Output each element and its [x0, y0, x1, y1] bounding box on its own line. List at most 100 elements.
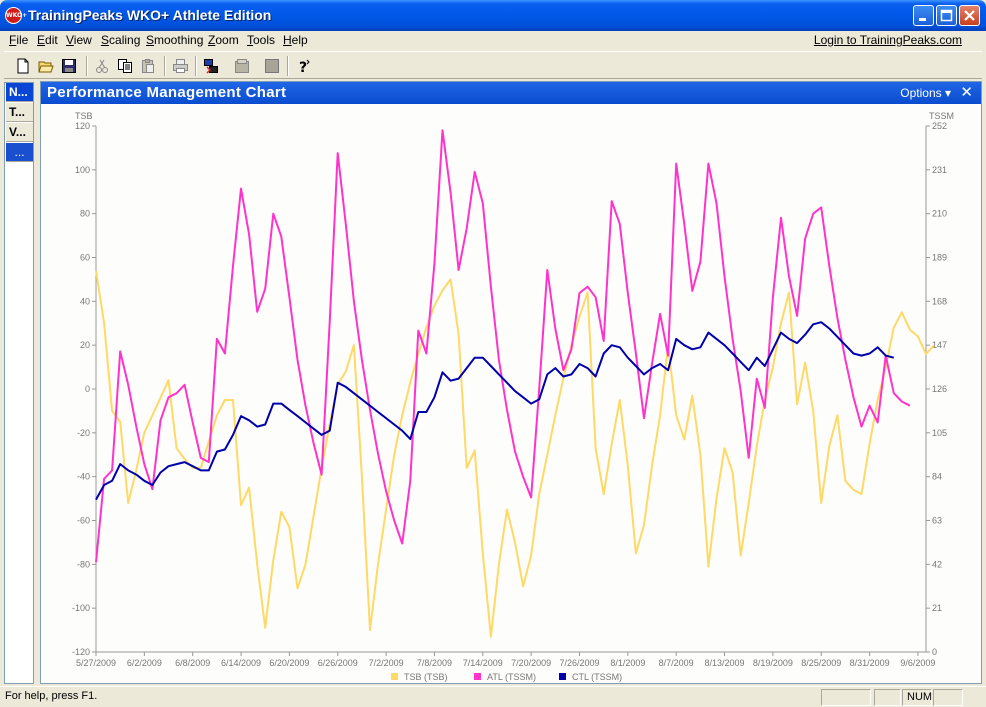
- help-button[interactable]: ?: [292, 55, 314, 77]
- toolbar-separator: [164, 56, 166, 76]
- menu-scaling[interactable]: Scaling: [101, 33, 141, 47]
- maximize-icon: [940, 9, 953, 22]
- save-icon: [62, 59, 76, 73]
- print-button[interactable]: [169, 55, 191, 77]
- status-bar: For help, press F1. NUM: [0, 686, 986, 707]
- x-tick-label: 9/6/2009: [900, 658, 935, 668]
- legend-label-ctl: CTL (TSSM): [572, 672, 622, 682]
- open-icon: [38, 61, 54, 73]
- nav-item[interactable]: V...: [6, 123, 33, 142]
- y-tick-label-left: 0: [85, 384, 90, 394]
- minimize-icon: [919, 18, 926, 21]
- status-pane: [821, 689, 871, 706]
- x-tick-label: 7/26/2009: [559, 658, 599, 668]
- x-tick-label: 7/14/2009: [463, 658, 503, 668]
- y-tick-label-left: -40: [77, 472, 90, 482]
- y-tick-label-right: 0: [932, 647, 937, 657]
- chart-header: Performance Management Chart Options ▾ ✕: [41, 82, 981, 104]
- save-button[interactable]: [58, 55, 80, 77]
- legend-swatch-tsb: [391, 673, 398, 680]
- stop-button[interactable]: [261, 55, 283, 77]
- open-button[interactable]: [35, 55, 57, 77]
- maximize-button[interactable]: [936, 5, 957, 26]
- chart-button[interactable]: [231, 55, 253, 77]
- x-tick-label: 7/20/2009: [511, 658, 551, 668]
- help-icon: ?: [299, 59, 310, 74]
- paste-button[interactable]: [137, 55, 159, 77]
- cut-icon: [96, 59, 108, 73]
- login-link[interactable]: Login to TrainingPeaks.com: [813, 33, 962, 47]
- copy-icon: [118, 59, 132, 73]
- x-tick-label: 8/1/2009: [610, 658, 645, 668]
- y-tick-label-right: 231: [932, 165, 947, 175]
- series-line-tsb: [95, 270, 935, 638]
- y-tick-label-right: 210: [932, 209, 947, 219]
- toolbar: ?: [4, 51, 982, 79]
- num-lock-indicator: NUM: [902, 689, 932, 706]
- toolbar-separator: [86, 56, 88, 76]
- options-label: Options: [900, 86, 942, 100]
- nav-item[interactable]: T...: [6, 103, 33, 122]
- y-tick-label-left: -100: [72, 603, 90, 613]
- status-pane: [933, 689, 963, 706]
- print-icon: [173, 59, 188, 73]
- minimize-button[interactable]: [913, 5, 934, 26]
- y-tick-label-left: 120: [75, 121, 90, 131]
- download-icon: [204, 59, 218, 74]
- plot-area: [96, 126, 926, 652]
- nav-item[interactable]: ...: [6, 143, 33, 162]
- x-tick-label: 8/19/2009: [753, 658, 793, 668]
- left-navigation-pane: N... T... V... ...: [4, 82, 34, 684]
- legend-label-atl: ATL (TSSM): [487, 672, 536, 682]
- y-tick-label-left: -80: [77, 559, 90, 569]
- status-pane: [874, 689, 901, 706]
- x-tick-label: 6/14/2009: [221, 658, 261, 668]
- series-line-atl: [95, 129, 911, 563]
- x-tick-label: 7/2/2009: [369, 658, 404, 668]
- menu-view[interactable]: View: [66, 33, 92, 47]
- series-line-ctl: [95, 321, 895, 501]
- y-axis-label-right: TSSM: [929, 111, 954, 121]
- close-icon: [964, 10, 975, 21]
- performance-management-chart: TSB TSSM -120 -100 -80 -60 -40 -20 0 20 40 60 80 100 1…: [72, 111, 954, 682]
- y-tick-label-left: 20: [80, 340, 90, 350]
- chevron-down-icon: ▾: [944, 86, 951, 100]
- y-tick-label-right: 84: [932, 472, 942, 482]
- y-tick-label-right: 147: [932, 340, 947, 350]
- x-tick-label: 5/27/2009: [76, 658, 116, 668]
- stop-icon: [265, 59, 279, 73]
- download-button[interactable]: [200, 55, 222, 77]
- menu-tools[interactable]: Tools: [247, 33, 276, 47]
- y-tick-label-left: 40: [80, 296, 90, 306]
- menu-help[interactable]: Help: [283, 33, 308, 47]
- cut-button[interactable]: [91, 55, 113, 77]
- y-tick-label-left: -60: [77, 516, 90, 526]
- chart-window: Performance Management Chart Options ▾ ✕…: [40, 81, 982, 684]
- status-help-text: For help, press F1.: [5, 690, 98, 702]
- chart-close-button[interactable]: ✕: [960, 84, 973, 101]
- copy-button[interactable]: [114, 55, 136, 77]
- menu-file[interactable]: File: [9, 33, 29, 47]
- x-tick-label: 6/8/2009: [175, 658, 210, 668]
- y-tick-label-left: 60: [80, 253, 90, 263]
- nav-item[interactable]: N...: [6, 83, 33, 102]
- x-tick-label: 6/20/2009: [269, 658, 309, 668]
- window-title: TrainingPeaks WKO+ Athlete Edition: [28, 7, 272, 23]
- y-tick-label-left: -120: [72, 647, 90, 657]
- x-tick-label: 8/7/2009: [659, 658, 694, 668]
- menu-zoom[interactable]: Zoom: [208, 33, 239, 47]
- x-tick-label: 6/26/2009: [318, 658, 358, 668]
- x-tick-label: 8/31/2009: [850, 658, 890, 668]
- menu-edit[interactable]: Edit: [37, 33, 58, 47]
- menu-bar: File Edit View Scaling Smoothing Zoom To…: [4, 31, 982, 51]
- new-button[interactable]: [12, 55, 34, 77]
- app-logo: WKO+: [5, 7, 27, 24]
- x-tick-label: 8/25/2009: [801, 658, 841, 668]
- y-tick-label-right: 252: [932, 121, 947, 131]
- legend-swatch-ctl: [559, 673, 566, 680]
- menu-smoothing[interactable]: Smoothing: [146, 33, 204, 47]
- options-menu-button[interactable]: Options ▾: [900, 86, 951, 100]
- y-tick-label-right: 63: [932, 516, 942, 526]
- close-button[interactable]: [959, 5, 980, 26]
- chart-icon: [235, 59, 249, 73]
